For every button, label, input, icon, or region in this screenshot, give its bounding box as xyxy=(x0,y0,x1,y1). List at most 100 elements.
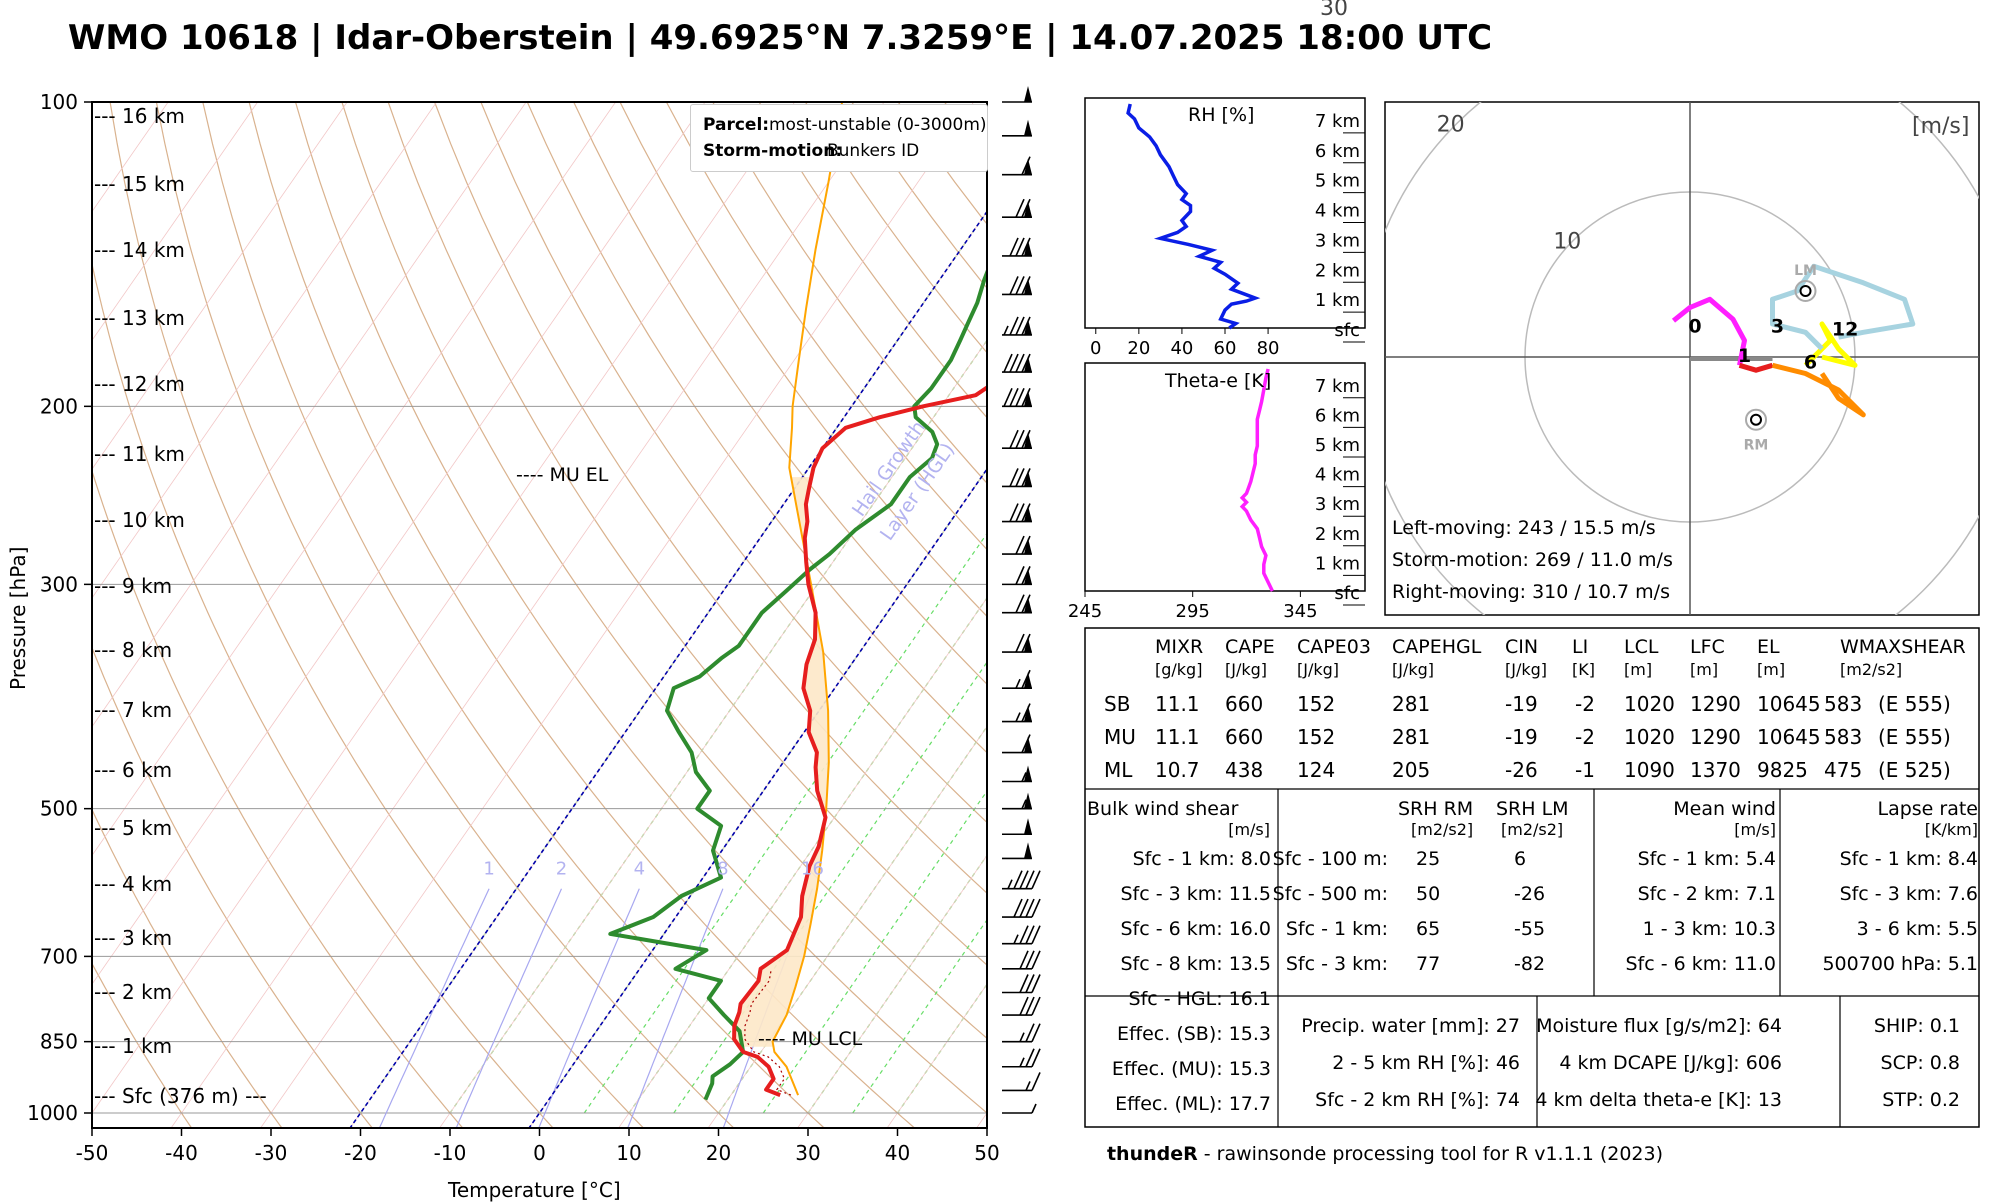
srh-row-label: Sfc - 500 m: xyxy=(1273,883,1388,905)
srh-row-label: Sfc - 3 km: xyxy=(1286,953,1388,975)
param-header: MIXR xyxy=(1155,636,1203,658)
param-row-label: MU xyxy=(1104,725,1136,749)
meanwind-unit: [m/s] xyxy=(1734,820,1776,839)
wind-barb xyxy=(1002,536,1032,554)
dry-adiabat xyxy=(17,102,468,1134)
left-moving-text: Left-moving: 243 / 15.5 m/s xyxy=(1392,512,1673,544)
param-header: LCL xyxy=(1624,636,1658,658)
hodo-ring-label: 30 xyxy=(1320,0,1348,21)
lapse-row: Sfc - 3 km: 7.6 xyxy=(1840,883,1978,905)
srh-row-label: Sfc - 100 m: xyxy=(1273,848,1388,870)
dry-adiabat xyxy=(0,102,377,1134)
param-unit: [J/kg] xyxy=(1225,660,1267,679)
param-unit: [J/kg] xyxy=(1297,660,1339,679)
legend-parcel-label: Parcel: xyxy=(703,115,769,135)
height-label: --- 13 km xyxy=(94,306,185,330)
wind-barb xyxy=(1002,735,1032,753)
height-label: --- 11 km xyxy=(94,442,185,466)
moisture-row: Precip. water [mm]: 27 xyxy=(1301,1015,1520,1037)
lapse-row: Sfc - 1 km: 8.4 xyxy=(1840,848,1978,870)
param-header: WMAXSHEAR xyxy=(1840,636,1966,658)
wind-barb xyxy=(1002,1104,1036,1113)
shear-unit: [m/s] xyxy=(1228,820,1270,839)
skewt-legend: Parcel: most-unstable (0-3000m) Storm-mo… xyxy=(690,104,988,172)
param-value: -2 xyxy=(1575,725,1595,749)
param-value: 475 xyxy=(1824,758,1862,782)
wind-barb xyxy=(1002,86,1032,102)
x-tick-label: 10 xyxy=(616,1141,641,1165)
mu-lcl-label: ---- MU LCL xyxy=(758,1028,862,1050)
hodo-height-label: 3 xyxy=(1771,315,1784,337)
param-value: 11.1 xyxy=(1155,725,1200,749)
param-unit: [J/kg] xyxy=(1505,660,1547,679)
x-tick-label: 0 xyxy=(1090,338,1101,359)
wind-barb xyxy=(1002,975,1040,993)
barb-flag xyxy=(1024,120,1032,136)
barb-full xyxy=(1032,1072,1040,1090)
storm-marker-label: LM xyxy=(1794,263,1817,279)
km-label: 6 km xyxy=(1315,405,1360,426)
height-label: --- 5 km xyxy=(94,816,172,840)
param-value: 205 xyxy=(1392,758,1430,782)
param-value: -19 xyxy=(1505,725,1538,749)
dry-adiabat xyxy=(203,102,831,1134)
param-unit: [g/kg] xyxy=(1155,660,1202,679)
mixing-ratio-label: 8 xyxy=(717,859,728,880)
hodo-height-label: 12 xyxy=(1832,319,1858,341)
flux-row: 4 km DCAPE [J/kg]: 606 xyxy=(1559,1052,1782,1074)
x-tick-label: 295 xyxy=(1176,601,1210,622)
km-label: 1 km xyxy=(1315,553,1360,574)
barb-half xyxy=(1032,1104,1036,1113)
mixing-ratio-label: 2 xyxy=(556,859,567,880)
wind-barb xyxy=(1002,317,1032,335)
x-tick-label: -30 xyxy=(255,1141,288,1165)
param-header: CAPE xyxy=(1225,636,1275,658)
mixing-ratio-label: 4 xyxy=(634,859,645,880)
x-tick-label: -20 xyxy=(344,1141,377,1165)
wind-barb xyxy=(1002,276,1032,294)
param-header: LI xyxy=(1572,636,1588,658)
km-label: 2 km xyxy=(1315,260,1360,281)
srh-rm-value: 65 xyxy=(1416,918,1440,940)
storm-motion-box: Left-moving: 243 / 15.5 m/s Storm-motion… xyxy=(1392,512,1673,608)
param-value: (E 555) xyxy=(1878,692,1951,716)
moisture-row: Sfc - 2 km RH [%]: 74 xyxy=(1315,1089,1520,1111)
height-label: --- 12 km xyxy=(94,372,185,396)
x-tick-label: 30 xyxy=(795,1141,820,1165)
param-value: 281 xyxy=(1392,692,1430,716)
flux-row: 4 km delta theta-e [K]: 13 xyxy=(1535,1089,1782,1111)
height-label: --- 8 km xyxy=(94,638,172,662)
wind-barb xyxy=(1002,354,1032,372)
param-value: 583 xyxy=(1824,692,1862,716)
height-label: --- 3 km xyxy=(94,926,172,950)
wind-barb xyxy=(1002,997,1040,1015)
shear-row: Sfc - 8 km: 13.5 xyxy=(1120,953,1271,975)
skewt-ylabel: Pressure [hPa] xyxy=(6,547,30,690)
flux-row: Moisture flux [g/s/m2]: 64 xyxy=(1536,1015,1782,1037)
wind-barb xyxy=(1002,430,1032,448)
param-value: -26 xyxy=(1505,758,1538,782)
param-unit: [m] xyxy=(1757,660,1785,679)
param-value: -19 xyxy=(1505,692,1538,716)
km-label: 3 km xyxy=(1315,494,1360,515)
wind-barb xyxy=(1002,899,1040,917)
wind-barb xyxy=(1002,199,1032,217)
shear-row: Sfc - 3 km: 11.5 xyxy=(1120,883,1271,905)
x-tick-label: 345 xyxy=(1283,601,1317,622)
km-label: 6 km xyxy=(1315,141,1360,162)
wind-barb xyxy=(1002,1072,1040,1090)
wind-barb xyxy=(1002,793,1032,809)
shear-row: Effec. (SB): 15.3 xyxy=(1117,1023,1271,1045)
param-unit: [J/kg] xyxy=(1392,660,1434,679)
y-tick-label: 200 xyxy=(40,394,78,418)
param-value: 583 xyxy=(1824,725,1862,749)
wind-barb xyxy=(1002,842,1032,858)
height-label: --- Sfc (376 m) --- xyxy=(94,1084,267,1108)
mixing-ratio-line xyxy=(536,889,639,1135)
wind-barb xyxy=(1002,388,1032,406)
param-value: 10645 xyxy=(1757,725,1821,749)
moisture-row: 2 - 5 km RH [%]: 46 xyxy=(1332,1052,1520,1074)
height-label: --- 4 km xyxy=(94,872,172,896)
hodo-height-label: 6 xyxy=(1804,352,1817,374)
shear-row: Sfc - 1 km: 8.0 xyxy=(1133,848,1271,870)
